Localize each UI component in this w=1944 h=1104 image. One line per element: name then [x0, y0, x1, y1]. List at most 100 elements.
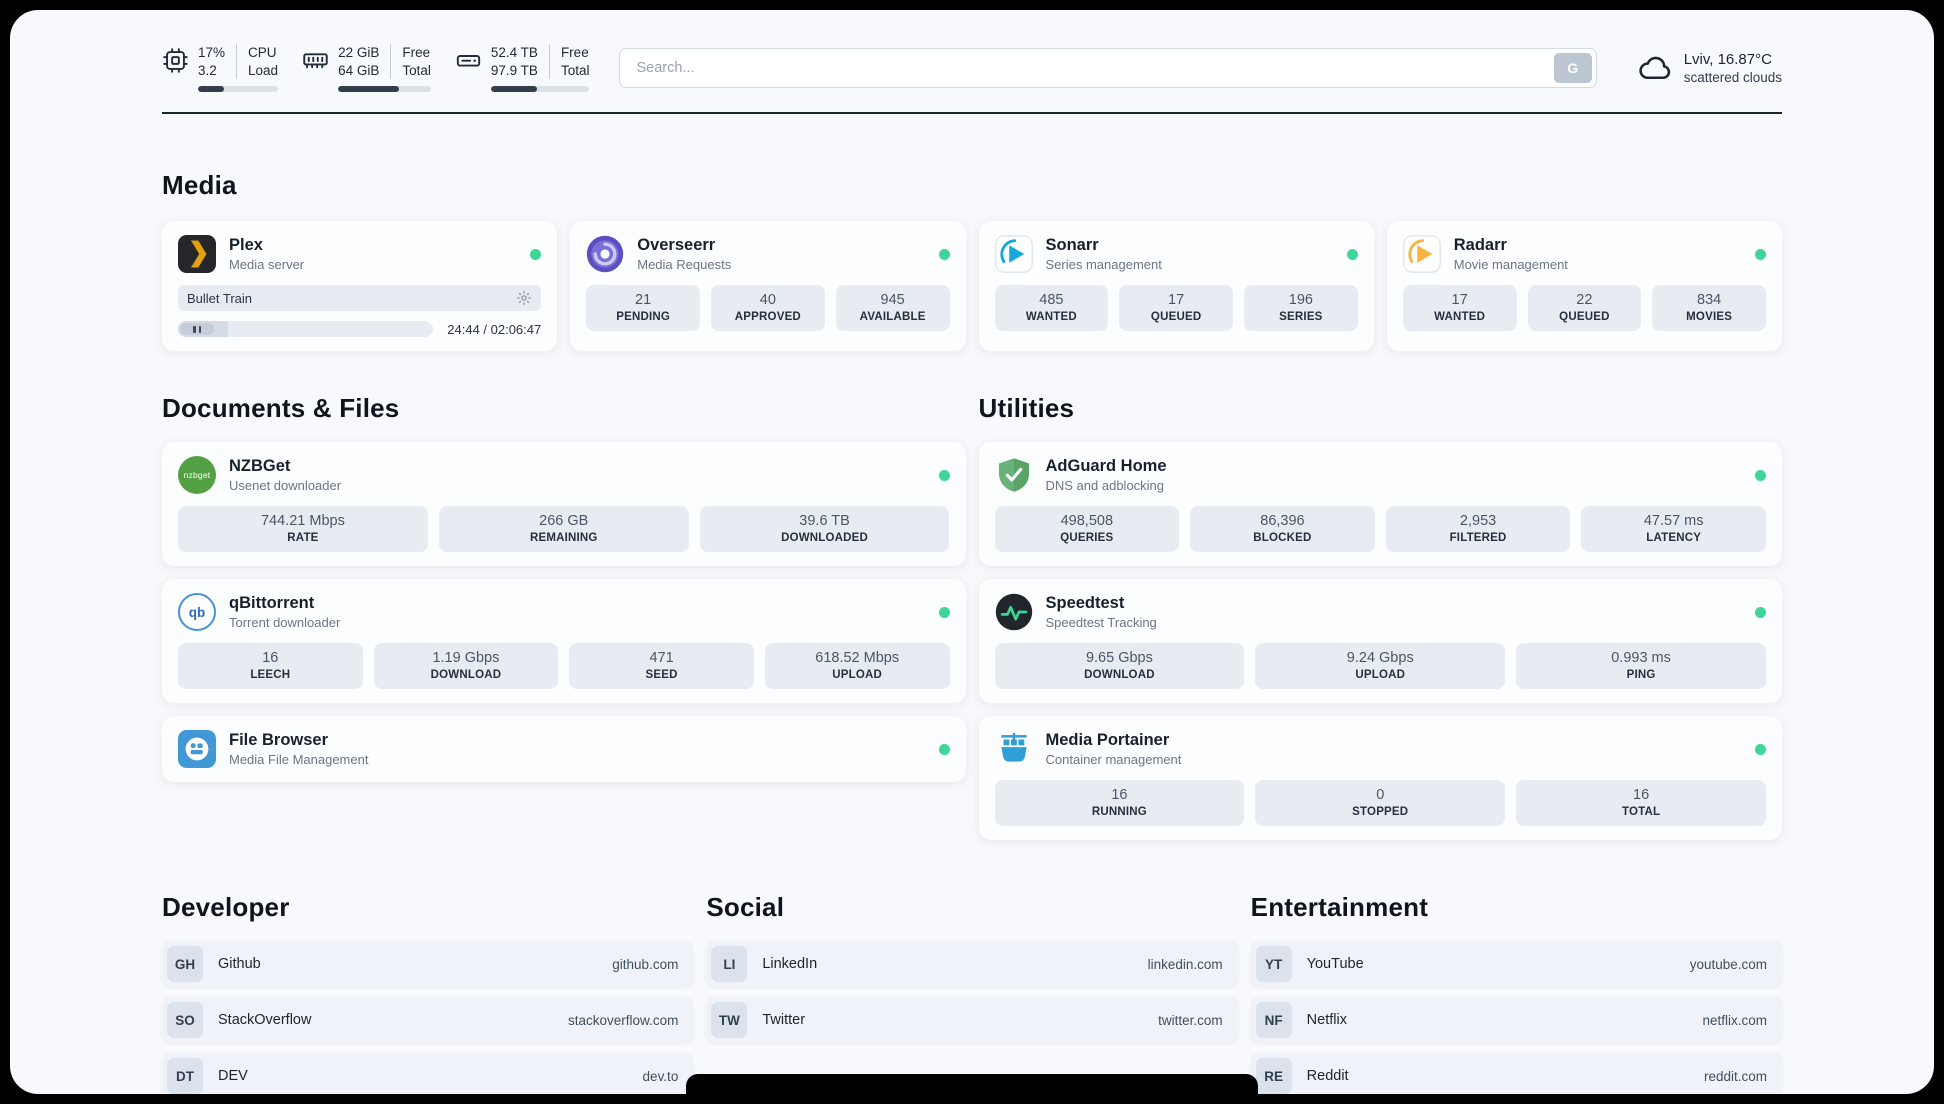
bookmark-badge: NF	[1255, 1002, 1292, 1038]
disk-icon	[456, 55, 481, 67]
cpu-progress-fill	[198, 86, 224, 92]
section-documents: Documents & Files nzbget NZBGet Usenet d…	[162, 393, 966, 782]
section-entertainment: Entertainment YT YouTube youtube.com NF …	[1250, 892, 1782, 1094]
app-subtitle: Media File Management	[229, 752, 369, 767]
stat-queries: 498,508 QUERIES	[994, 506, 1180, 552]
bookmark-netflix[interactable]: NF Netflix netflix.com	[1250, 997, 1782, 1043]
filebrowser-card[interactable]: File Browser Media File Management	[162, 716, 966, 782]
cpu-load-value: 3.2	[198, 63, 217, 78]
cpu-label: CPU	[248, 45, 277, 60]
app-subtitle: Media server	[229, 257, 305, 272]
bookmark-badge: YT	[1255, 946, 1292, 982]
bookmark-twitter[interactable]: TW Twitter twitter.com	[706, 997, 1238, 1043]
cpu-load-label: Load	[248, 63, 279, 78]
memory-icon	[303, 53, 328, 69]
search-bar: G	[619, 48, 1597, 88]
section-utilities: Utilities	[978, 393, 1782, 840]
section-title-utilities: Utilities	[978, 393, 1075, 423]
memory-total-label: Total	[402, 63, 431, 78]
stat-downloaded: 39.6 TB DOWNLOADED	[699, 506, 950, 552]
speedtest-icon	[995, 593, 1033, 631]
app-name: File Browser	[229, 731, 329, 749]
gear-icon[interactable]	[516, 290, 532, 306]
system-stats: 17% 3.2 CPU Load	[162, 44, 590, 92]
stat-movies: 834 MOVIES	[1652, 285, 1766, 331]
app-name: NZBGet	[229, 457, 291, 475]
bookmark-linkedin[interactable]: LI LinkedIn linkedin.com	[706, 941, 1238, 987]
overseerr-icon	[586, 235, 624, 273]
stat-stopped: 0 STOPPED	[1255, 780, 1506, 826]
app-name: Plex	[229, 236, 263, 254]
plex-card[interactable]: Plex Media server Bullet Train	[162, 221, 558, 351]
status-dot	[1346, 248, 1358, 260]
bookmark-reddit[interactable]: RE Reddit reddit.com	[1250, 1053, 1782, 1094]
search-engine-button[interactable]: G	[1553, 53, 1592, 83]
sonarr-icon	[994, 235, 1033, 273]
cpu-icon	[163, 48, 188, 73]
stat-filtered: 2,953 FILTERED	[1385, 506, 1571, 552]
app-subtitle: Usenet downloader	[229, 478, 342, 493]
stat-wanted: 17 WANTED	[1402, 285, 1517, 331]
playback-progress-bar[interactable]	[178, 321, 434, 337]
bookmark-badge: LI	[711, 946, 748, 982]
now-playing-row: Bullet Train	[178, 285, 542, 311]
status-dot	[938, 248, 950, 260]
memory-widget: 22 GiB 64 GiB Free Total	[302, 44, 431, 92]
radarr-card[interactable]: Radarr Movie management 17 WANTED 22 QUE…	[1386, 221, 1782, 351]
weather-widget: Lviv, 16.87°C scattered clouds	[1637, 50, 1782, 86]
stat-available: 945 AVAILABLE	[835, 285, 950, 331]
adguard-card[interactable]: AdGuard Home DNS and adblocking 498,508 …	[978, 442, 1782, 566]
bookmark-github[interactable]: GH Github github.com	[162, 941, 694, 987]
disk-free-value: 52.4 TB	[490, 45, 538, 60]
bookmark-badge: SO	[167, 1002, 203, 1038]
search-input[interactable]	[619, 48, 1597, 88]
stat-ping: 0.993 ms PING	[1516, 643, 1766, 689]
stat-upload: 9.24 Gbps UPLOAD	[1255, 643, 1506, 689]
bookmark-url: twitter.com	[1158, 1012, 1223, 1028]
bookmark-name: YouTube	[1306, 956, 1364, 972]
bookmark-youtube[interactable]: YT YouTube youtube.com	[1250, 941, 1782, 987]
section-title-developer: Developer	[162, 892, 290, 922]
pause-icon[interactable]	[180, 323, 214, 335]
bookmark-name: StackOverflow	[218, 1012, 312, 1028]
bookmark-name: Twitter	[762, 1012, 806, 1028]
stat-divider	[548, 44, 550, 79]
portainer-card[interactable]: Media Portainer Container management 16 …	[978, 716, 1782, 840]
sonarr-card[interactable]: Sonarr Series management 485 WANTED 17 Q…	[978, 221, 1374, 351]
speedtest-card[interactable]: Speedtest Speedtest Tracking 9.65 Gbps D…	[978, 579, 1782, 703]
qbittorrent-icon: qb	[178, 593, 216, 631]
stat-upload: 618.52 Mbps UPLOAD	[764, 643, 950, 689]
disk-progress-bar	[490, 86, 590, 92]
filebrowser-icon	[178, 730, 216, 768]
app-subtitle: Movie management	[1453, 257, 1568, 272]
stat-latency: 47.57 ms LATENCY	[1581, 506, 1766, 552]
bookmark-url: linkedin.com	[1147, 956, 1223, 972]
stat-rate: 744.21 Mbps RATE	[178, 506, 428, 552]
cloud-icon	[1639, 56, 1670, 80]
disk-total-label: Total	[560, 63, 590, 78]
bookmark-dev[interactable]: DT DEV dev.to	[162, 1053, 694, 1094]
app-subtitle: Torrent downloader	[229, 615, 341, 630]
qbittorrent-card[interactable]: qb qBittorrent Torrent downloader 16 LEE…	[162, 579, 966, 703]
memory-total-value: 64 GiB	[338, 63, 380, 78]
overseerr-card[interactable]: Overseerr Media Requests 21 PENDING 40 A…	[570, 221, 966, 351]
memory-free-value: 22 GiB	[338, 45, 380, 60]
status-dot	[1755, 743, 1766, 755]
weather-condition: scattered clouds	[1683, 70, 1782, 85]
bookmark-name: Github	[218, 956, 261, 972]
nzbget-card[interactable]: nzbget NZBGet Usenet downloader 744.21 M…	[162, 442, 966, 566]
bookmark-name: DEV	[218, 1068, 248, 1084]
app-name: Radarr	[1453, 236, 1507, 254]
bookmark-stackoverflow[interactable]: SO StackOverflow stackoverflow.com	[162, 997, 694, 1043]
stat-download: 1.19 Gbps DOWNLOAD	[373, 643, 559, 689]
bookmark-name: Reddit	[1306, 1068, 1349, 1084]
bookmark-badge: TW	[711, 1002, 748, 1038]
stat-wanted: 485 WANTED	[994, 285, 1109, 331]
section-developer: Developer GH Github github.com SO StackO…	[162, 892, 694, 1094]
topbar: 17% 3.2 CPU Load	[162, 44, 1782, 92]
cpu-widget: 17% 3.2 CPU Load	[162, 44, 279, 92]
stat-approved: 40 APPROVED	[711, 285, 825, 331]
weather-location: Lviv, 16.87°C	[1683, 51, 1772, 68]
portainer-icon	[995, 730, 1033, 768]
stat-pending: 21 PENDING	[586, 285, 700, 331]
